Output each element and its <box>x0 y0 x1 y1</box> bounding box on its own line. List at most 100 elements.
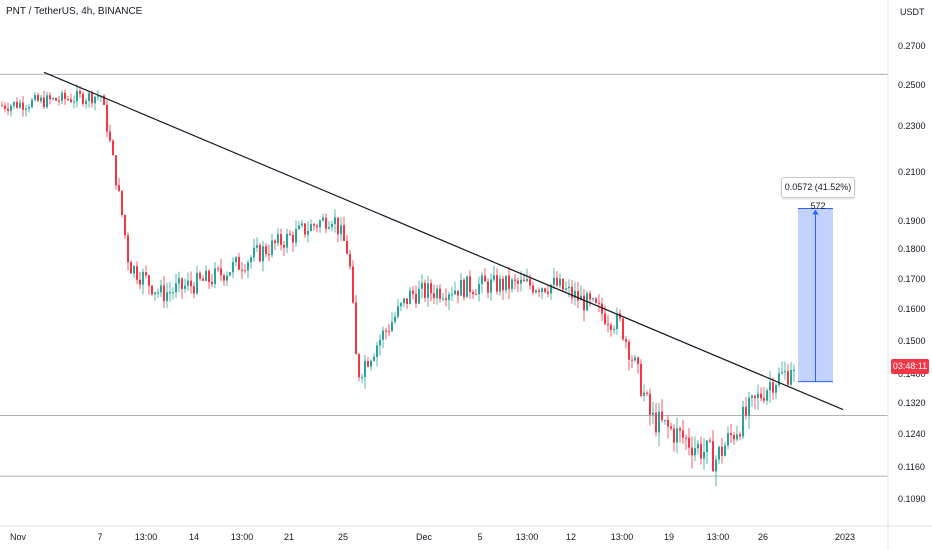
candle-body <box>640 364 642 396</box>
candle <box>268 244 270 262</box>
candle <box>427 276 429 308</box>
candle-body <box>676 428 678 443</box>
candle <box>661 399 663 423</box>
candle-body <box>373 356 375 361</box>
candle-body <box>733 434 735 440</box>
candle-body <box>178 278 180 284</box>
candle-body <box>622 318 624 340</box>
candle-body <box>610 324 612 330</box>
candle-body <box>16 101 18 108</box>
candle-body <box>682 430 684 438</box>
candle-body <box>163 285 165 302</box>
candle-body <box>751 395 753 398</box>
candle <box>91 90 93 108</box>
candle-body <box>169 292 171 294</box>
candle <box>28 104 30 113</box>
candle-body <box>157 292 159 294</box>
candle <box>400 302 402 312</box>
candle-body <box>349 253 351 267</box>
candle-body <box>463 279 465 298</box>
candle-body <box>187 280 189 286</box>
candle <box>136 261 138 285</box>
candle <box>607 314 609 333</box>
candle <box>355 295 357 355</box>
candle <box>793 364 795 382</box>
candle-body <box>562 278 564 290</box>
candle <box>496 268 498 295</box>
candle-body <box>700 443 702 459</box>
candle <box>481 272 483 294</box>
measure-arrowhead <box>812 209 819 215</box>
candle <box>403 297 405 308</box>
candle <box>565 281 567 292</box>
candle-body <box>628 341 630 360</box>
price-tick-label: 0.1600 <box>898 304 926 314</box>
candle <box>61 90 63 104</box>
candle-body <box>601 303 603 314</box>
candle-body <box>685 437 687 439</box>
price-axis[interactable]: 0.2700 0.2500 0.2300 0.2100 0.1900 0.1800 0.17… <box>898 41 926 504</box>
candle <box>211 274 213 288</box>
price-axis-unit: USDT <box>900 7 925 17</box>
candle-body <box>442 298 444 300</box>
candle-body <box>703 452 705 459</box>
candle <box>610 322 612 337</box>
time-axis[interactable]: Nov 7 13:00 14 13:00 21 25 Dec 5 13:00 12 13:00 19 13… <box>10 532 855 542</box>
time-tick-label: Nov <box>10 532 27 542</box>
candle <box>172 286 174 300</box>
candle-body <box>598 302 600 304</box>
candle-body <box>634 357 636 361</box>
candle-body <box>400 303 402 307</box>
candle <box>733 431 735 445</box>
candle <box>748 391 750 429</box>
candle <box>370 359 372 371</box>
time-tick-label: 12 <box>566 532 576 542</box>
candle <box>715 455 717 487</box>
candle <box>142 268 144 295</box>
candle <box>340 217 342 242</box>
candle-body <box>793 370 795 372</box>
candle <box>250 255 252 269</box>
candle-body <box>97 96 99 98</box>
candle-body <box>391 322 393 332</box>
candle-body <box>82 93 84 104</box>
candle-body <box>226 275 228 281</box>
candle-body <box>436 288 438 298</box>
candle <box>196 265 198 296</box>
candle-body <box>13 101 15 106</box>
candle <box>538 287 540 298</box>
candle-body <box>247 262 249 271</box>
candle-body <box>706 440 708 453</box>
candle <box>703 438 705 470</box>
candle-body <box>673 428 675 443</box>
candle-body <box>550 284 552 294</box>
candle <box>271 233 273 258</box>
time-tick-label: 14 <box>189 532 199 542</box>
candle-body <box>64 92 66 100</box>
candle <box>769 371 771 403</box>
chart-title: PNT / TetherUS, 4h, BINANCE <box>6 6 143 17</box>
trendline[interactable] <box>43 71 844 411</box>
measure-tool[interactable] <box>798 208 833 383</box>
time-tick-label: 13:00 <box>231 532 254 542</box>
candle <box>763 387 765 404</box>
candle <box>526 268 528 283</box>
candle <box>706 440 708 465</box>
candle-body <box>574 291 576 298</box>
candle <box>67 95 69 102</box>
candle <box>145 265 147 279</box>
candle <box>22 95 24 117</box>
candle <box>655 402 657 437</box>
candle-body <box>127 235 129 263</box>
candle <box>85 98 87 109</box>
candle-body <box>148 275 150 286</box>
candle <box>643 384 645 402</box>
candle <box>544 287 546 294</box>
candle <box>1 101 3 107</box>
candle <box>160 279 162 297</box>
candle-body <box>151 285 153 295</box>
candle-body <box>7 108 9 111</box>
candle-body <box>268 253 270 255</box>
candle-body <box>709 440 711 442</box>
